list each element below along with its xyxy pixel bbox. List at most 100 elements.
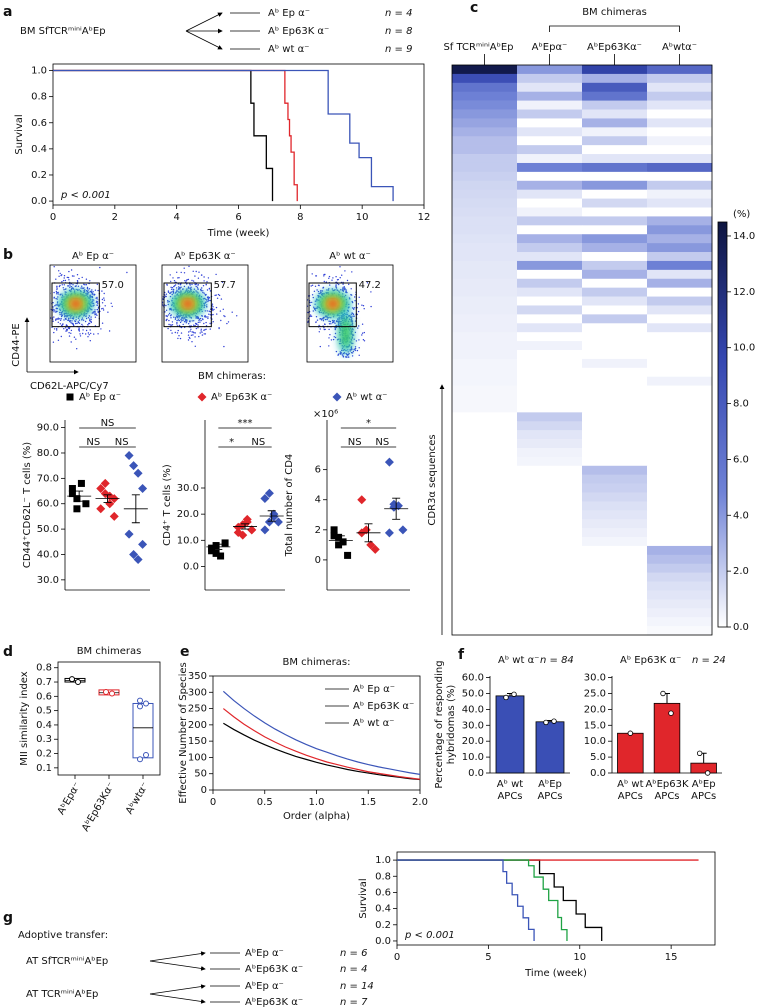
flow-dot (167, 314, 170, 316)
heat-cell (647, 118, 713, 128)
heat-cell (647, 545, 713, 556)
significance-label: NS (86, 437, 100, 448)
flow-dot (91, 289, 93, 291)
flow-dot (186, 288, 188, 290)
heat-cell (517, 243, 583, 253)
flow-dot (346, 279, 349, 282)
flow-dot (356, 349, 359, 352)
significance-label: NS (115, 437, 129, 448)
x-tick-label: AᵇEp63K (645, 779, 689, 790)
x-tick-label: 1.0 (309, 797, 325, 808)
flow-dot (322, 318, 324, 320)
heat-cell (517, 430, 583, 440)
flow-dot (64, 279, 67, 282)
flow-dot (189, 287, 191, 289)
flow-dot (79, 333, 81, 335)
heat-cell (582, 439, 648, 449)
flow-dot (207, 316, 209, 318)
heat-cell (452, 136, 518, 146)
y-tick-label: 1.0 (31, 66, 47, 77)
heat-cell (582, 332, 648, 342)
legend-label: Aᵇ wt α⁻ (353, 718, 394, 729)
flow-dot (190, 288, 192, 290)
x-tick-label: 6 (235, 212, 241, 223)
bar (535, 721, 565, 774)
flow-dot (183, 285, 186, 288)
heat-cell (647, 447, 713, 458)
flow-dot (82, 319, 85, 321)
flow-dot (167, 299, 169, 302)
flow-dot (72, 284, 74, 286)
flow-dot (76, 280, 79, 282)
flow-dot (303, 317, 304, 318)
flow-dot (216, 297, 219, 299)
flow-dot (44, 306, 45, 307)
flow-dot (170, 291, 172, 293)
panel-letter: c (470, 0, 478, 16)
flow-dot (176, 289, 178, 291)
heat-cell (517, 608, 583, 618)
flow-dot (311, 273, 313, 275)
heat-cell (647, 198, 713, 208)
heat-cell (517, 305, 583, 315)
flow-dot (25, 311, 26, 312)
flow-dot (195, 327, 198, 330)
heat-cell (517, 162, 583, 173)
heat-cell (452, 581, 518, 591)
legend-label: Aᵇ Ep63K α⁻ (268, 26, 329, 37)
heat-cell (582, 385, 648, 395)
flow-dot (323, 275, 325, 277)
flow-dot (328, 323, 331, 325)
flow-dot (66, 276, 69, 279)
heat-cell (517, 394, 583, 404)
heat-cell (647, 412, 713, 422)
heat-cell (517, 278, 583, 288)
flow-dot (90, 318, 92, 320)
flow-title: Aᵇ wt α⁻ (329, 251, 370, 262)
heat-cell (582, 225, 648, 235)
heat-cell (452, 590, 518, 600)
legend-arrow (149, 951, 206, 962)
flow-dot (87, 336, 89, 338)
flow-dot (207, 277, 210, 279)
flow-dot (315, 275, 318, 277)
flow-dot (174, 284, 177, 286)
flow-dot (193, 324, 195, 326)
heat-cell (452, 162, 518, 173)
flow-title: Aᵇ Ep α⁻ (72, 251, 114, 262)
flow-dot (59, 311, 61, 314)
flow-dot (304, 312, 305, 313)
flow-dot (167, 301, 169, 303)
flow-dot (48, 293, 49, 294)
heat-cell (517, 207, 583, 217)
heat-cell (582, 501, 648, 511)
flow-dot (333, 321, 335, 323)
heat-cell (517, 358, 583, 369)
dot (217, 552, 225, 560)
heat-cell (582, 252, 648, 262)
n-label: n = 24 (692, 655, 726, 666)
heat-cell (582, 216, 648, 226)
flow-dot (170, 288, 173, 290)
point (143, 700, 149, 707)
flow-dot (351, 271, 353, 273)
flow-dot (52, 302, 54, 304)
flow-dot (370, 291, 372, 293)
flow-dot (158, 292, 159, 293)
heat-cell (647, 554, 713, 565)
flow-dot (182, 323, 184, 326)
heat-cell (452, 510, 518, 520)
flow-dot (313, 290, 316, 292)
flow-dot (56, 285, 58, 287)
heat-cell (517, 234, 583, 244)
flow-dot (323, 280, 325, 283)
flow-dot (339, 277, 341, 279)
heat-cell (452, 189, 518, 199)
heat-cell (452, 252, 518, 262)
dot (384, 528, 394, 538)
heat-cell (517, 216, 583, 226)
flow-dot (179, 288, 181, 290)
y-tick-label: 4 (315, 495, 321, 506)
panel-letter: g (3, 910, 13, 926)
significance-label: NS (251, 437, 265, 448)
